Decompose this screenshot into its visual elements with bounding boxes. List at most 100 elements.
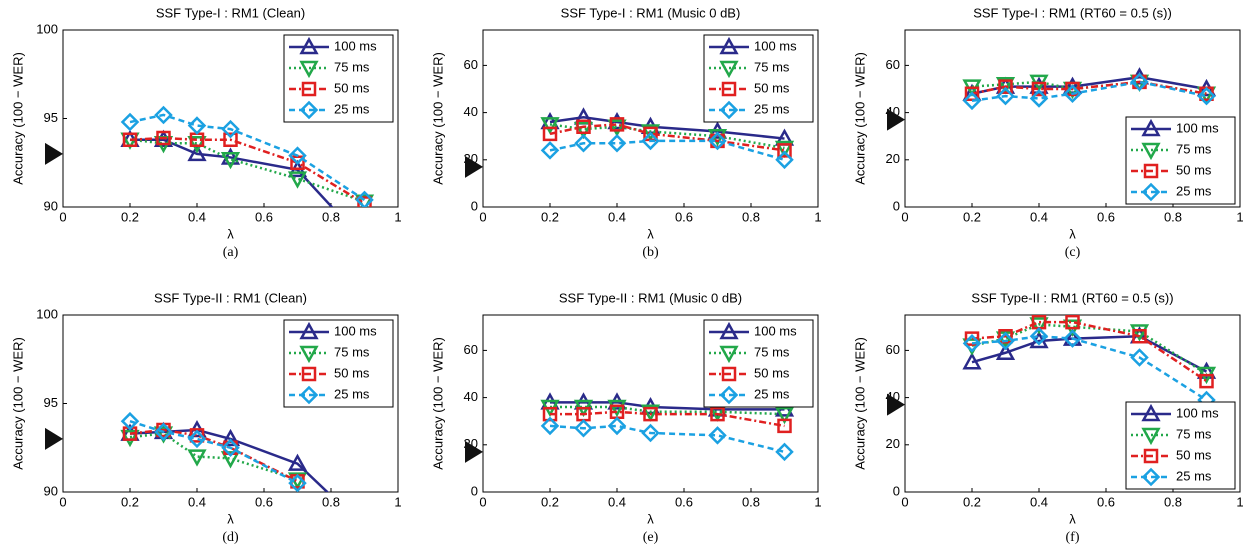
marker [576, 119, 591, 135]
x-tick-label: 0.8 [742, 209, 760, 224]
legend: 100 ms 75 ms 50 ms 25 ms [283, 319, 394, 408]
marker [1063, 329, 1082, 348]
series-group [962, 315, 1217, 410]
marker [996, 331, 1015, 351]
marker [774, 140, 795, 159]
marker [221, 438, 240, 458]
chart-panel: SSF Type-II : RM1 (Music 0 dB) λ (e) Accura… [430, 290, 821, 545]
x-tick-label: 0.6 [1097, 494, 1115, 509]
marker [719, 100, 739, 120]
y-axis-label: Accuracy (100 − WER) [852, 52, 867, 185]
y-axis-label: Accuracy (100 − WER) [10, 52, 25, 185]
y-tick-label: 60 [464, 342, 478, 357]
chart-title: SSF Type-II : RM1 (Music 0 dB) [559, 290, 742, 305]
legend-label: 75 ms [1176, 141, 1212, 156]
x-tick-label: 0.2 [121, 494, 139, 509]
legend-label: 75 ms [1176, 426, 1212, 441]
legend-label: 100 ms [1176, 120, 1219, 135]
y-tick-label: 60 [886, 57, 900, 72]
chart-panel: SSF Type-II : RM1 (RT60 = 0.5 (s)) λ (f) Ac… [852, 290, 1243, 545]
marker [774, 406, 795, 425]
caption: (b) [642, 245, 659, 260]
legend-label: 50 ms [334, 365, 370, 380]
marker [1031, 81, 1047, 97]
series-group [120, 411, 330, 492]
marker [1130, 72, 1149, 92]
marker [640, 124, 661, 142]
marker [777, 143, 792, 158]
caption: (a) [223, 245, 239, 260]
legend: 100 ms 75 ms 50 ms 25 ms [703, 319, 814, 408]
legend-label: 25 ms [1176, 468, 1212, 483]
marker [301, 81, 317, 97]
marker [154, 105, 173, 125]
marker [962, 334, 982, 353]
series-line [129, 432, 298, 481]
series-line [971, 80, 1207, 103]
marker [719, 345, 739, 364]
series-line [549, 123, 785, 152]
series-group [120, 105, 375, 207]
marker [299, 345, 319, 364]
chart-title: SSF Type-II : RM1 (RT60 = 0.5 (s)) [971, 290, 1173, 305]
marker [1065, 315, 1080, 330]
x-tick-label: 0.8 [1164, 494, 1182, 509]
marker [122, 132, 138, 147]
marker [962, 91, 982, 111]
legend-label: 25 ms [754, 386, 790, 401]
legend-label: 25 ms [1176, 183, 1212, 198]
marker [643, 406, 658, 422]
x-tick-label: 0 [59, 209, 66, 224]
baseline-marker [45, 427, 63, 450]
x-tick-label: 0 [479, 209, 486, 224]
marker [120, 411, 140, 431]
marker [1141, 118, 1161, 137]
x-tick-label: 0.4 [1030, 209, 1048, 224]
marker [540, 416, 560, 436]
marker [187, 429, 207, 449]
marker [1141, 403, 1161, 422]
y-tick-label: 90 [44, 198, 58, 213]
y-tick-label: 90 [44, 483, 58, 498]
marker [1199, 373, 1214, 389]
x-tick-label: 0.6 [675, 494, 693, 509]
marker [187, 449, 207, 467]
marker [189, 132, 205, 147]
marker [607, 399, 627, 418]
marker [719, 385, 739, 405]
marker [1143, 163, 1159, 179]
marker [641, 423, 660, 443]
y-tick-label: 0 [893, 483, 900, 498]
marker [775, 150, 794, 170]
y-tick-label: 20 [886, 151, 900, 166]
marker [120, 429, 140, 448]
x-tick-label: 0.2 [121, 209, 139, 224]
baseline-marker [887, 108, 905, 131]
marker [220, 151, 241, 170]
marker [221, 119, 240, 139]
x-axis-label: λ [1069, 226, 1076, 241]
chart-title: SSF Type-I : RM1 (RT60 = 0.5 (s)) [973, 5, 1172, 20]
x-tick-label: 0 [479, 494, 486, 509]
marker [573, 121, 594, 140]
marker [299, 321, 319, 340]
x-tick-label: 1 [814, 209, 821, 224]
marker [640, 404, 661, 422]
marker [1129, 324, 1150, 342]
marker [708, 131, 727, 151]
marker [609, 404, 625, 420]
x-tick-label: 1 [1236, 494, 1243, 509]
baseline-marker [465, 440, 483, 463]
y-axis-label: Accuracy (100 − WER) [430, 52, 445, 185]
x-tick-label: 0.4 [1030, 494, 1048, 509]
marker [1197, 86, 1216, 106]
chart-title: SSF Type-I : RM1 (Music 0 dB) [561, 5, 741, 20]
marker [187, 143, 207, 162]
x-tick-label: 0.6 [255, 209, 273, 224]
marker [220, 451, 241, 469]
y-axis-label: Accuracy (100 − WER) [852, 337, 867, 470]
caption: (f) [1066, 530, 1080, 545]
marker [542, 126, 558, 142]
y-tick-label: 60 [464, 57, 478, 72]
marker [299, 60, 319, 79]
